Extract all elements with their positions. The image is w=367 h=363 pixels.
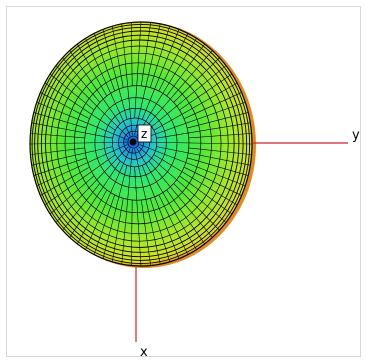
mesh-spoke xyxy=(156,146,251,166)
mesh-spoke xyxy=(138,146,227,223)
mesh-spoke xyxy=(62,57,101,103)
x-axis-label: x xyxy=(140,345,148,360)
mesh-spoke xyxy=(134,166,142,267)
mesh-spoke xyxy=(69,160,121,238)
mesh-spoke xyxy=(30,147,85,155)
mesh-spoke xyxy=(136,38,197,136)
mesh-spoke xyxy=(187,112,249,129)
mesh-spoke xyxy=(49,73,95,111)
mesh-spoke xyxy=(85,148,131,250)
mesh-spoke xyxy=(93,194,115,255)
mesh-spoke xyxy=(44,82,116,131)
mesh-spoke xyxy=(188,147,252,155)
mesh-spoke xyxy=(85,38,131,136)
mesh-spoke xyxy=(166,189,205,245)
mesh-spoke xyxy=(111,198,124,262)
mesh-spokes xyxy=(29,21,253,267)
mesh-spoke xyxy=(179,73,233,111)
mesh-spoke xyxy=(33,112,87,129)
mesh-center-hub xyxy=(129,138,137,146)
mesh-spoke xyxy=(153,82,238,131)
z-axis-label: z xyxy=(141,127,147,141)
mesh-spoke xyxy=(134,21,142,119)
mesh-spoke xyxy=(134,149,161,265)
mesh-spoke xyxy=(121,149,133,265)
mesh-spoke xyxy=(140,141,253,145)
mesh-spoke xyxy=(158,33,189,92)
z-axis-marker xyxy=(137,124,152,143)
mesh-spoke xyxy=(183,92,242,119)
mesh-spoke xyxy=(31,122,113,139)
mesh-spoke xyxy=(166,43,205,97)
mesh-spoke xyxy=(131,200,133,266)
mesh-spoke xyxy=(102,165,128,259)
mesh-spoke xyxy=(77,189,108,245)
mesh-spoke xyxy=(93,33,115,92)
mesh-spoke xyxy=(141,29,180,120)
mesh-spoke xyxy=(69,50,121,124)
mesh-spoke xyxy=(156,122,251,139)
mesh-spoke xyxy=(141,165,180,259)
mesh-spoke xyxy=(30,133,85,139)
mesh-spoke xyxy=(31,146,113,166)
mesh-spoke xyxy=(36,101,128,140)
mesh-spoke xyxy=(44,154,116,206)
mesh-spoke xyxy=(121,23,133,135)
mesh-spoke xyxy=(49,175,95,215)
mesh-spoke xyxy=(188,133,252,139)
mesh-spoke xyxy=(138,65,227,138)
mesh-spoke xyxy=(33,157,87,176)
viewport-frame xyxy=(6,6,361,357)
mesh-spoke xyxy=(158,194,189,255)
mesh-spoke xyxy=(173,183,220,231)
mesh-spoke xyxy=(149,198,171,262)
mesh-spoke xyxy=(29,141,127,145)
mesh-spoke xyxy=(62,183,101,231)
mesh-spoke xyxy=(149,26,171,88)
mesh-spoke xyxy=(134,23,161,135)
mesh-spoke xyxy=(40,92,90,119)
mesh-spoke xyxy=(36,144,128,186)
mesh-disc xyxy=(29,21,256,268)
mesh-spoke xyxy=(55,146,129,223)
mesh-spoke xyxy=(148,160,213,238)
mesh-spoke xyxy=(111,26,124,88)
mesh-spoke xyxy=(131,22,133,86)
mesh-spoke xyxy=(148,50,213,124)
mesh-spoke xyxy=(173,57,220,103)
y-axis-label: y xyxy=(352,128,360,143)
mesh-spoke xyxy=(141,22,151,86)
mesh-spoke xyxy=(102,29,128,120)
mesh-spoke xyxy=(187,157,249,176)
mesh-spoke xyxy=(40,166,90,196)
mesh-spoke xyxy=(139,101,246,140)
mesh-spoke xyxy=(141,200,151,266)
mesh-spoke xyxy=(179,175,233,215)
mesh-spoke xyxy=(139,144,246,187)
mesh-spoke xyxy=(183,166,242,196)
mesh-spoke xyxy=(77,43,108,97)
mesh-spoke xyxy=(55,65,129,138)
mesh-spoke xyxy=(136,148,197,250)
mesh-spoke xyxy=(153,154,238,206)
